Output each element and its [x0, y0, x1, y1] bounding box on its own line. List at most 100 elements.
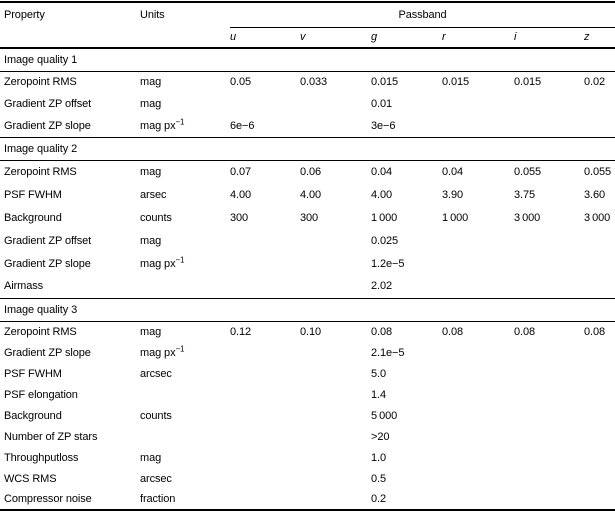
units-cell: arsec	[140, 183, 230, 206]
value-cell	[300, 93, 371, 115]
units-text: arsec	[140, 188, 167, 201]
value-cell	[442, 447, 514, 468]
value-cell	[300, 447, 371, 468]
units-text: arcsec	[140, 367, 172, 380]
units-cell	[140, 275, 230, 298]
property-cell: Compressor noise	[4, 493, 92, 505]
table-row: Background counts 5 000	[0, 405, 615, 426]
value-cell	[514, 405, 584, 426]
value-cell: 0.06	[300, 165, 322, 178]
column-header-band-u: u	[230, 27, 300, 49]
value-cell	[442, 342, 514, 363]
value-cell	[230, 363, 300, 384]
units-text: arcsec	[140, 472, 172, 485]
value-cell: 3.90	[442, 188, 464, 201]
value-cell: 1.2e−5	[371, 257, 405, 270]
value-cell	[230, 275, 300, 298]
value-cell	[442, 275, 514, 298]
header-row: Property Units Passband	[0, 2, 615, 28]
section-title: Image quality 2	[0, 136, 615, 161]
value-cell: 5.0	[371, 367, 386, 380]
value-cell	[230, 93, 300, 115]
units-text: mag px	[140, 346, 176, 359]
property-cell: Gradient ZP slope	[4, 257, 91, 270]
value-cell	[514, 489, 584, 510]
value-cell	[300, 489, 371, 510]
value-cell	[300, 405, 371, 426]
units-cell	[140, 384, 230, 405]
units-text: mag px	[140, 257, 176, 270]
value-cell	[230, 426, 300, 447]
value-cell: 0.055	[584, 165, 612, 178]
units-cell: mag px−1	[140, 252, 230, 275]
column-header-property: Property	[4, 9, 45, 21]
table-row: Gradient ZP offset mag 0.01	[0, 93, 615, 115]
value-cell: 0.2	[371, 493, 386, 505]
spacer-cell	[140, 27, 230, 49]
value-cell	[584, 447, 615, 468]
table-row: Throughputloss mag 1.0	[0, 447, 615, 468]
value-cell: 4.00	[230, 188, 252, 201]
units-cell	[140, 426, 230, 447]
value-cell	[584, 342, 615, 363]
value-cell	[230, 384, 300, 405]
property-cell: Number of ZP stars	[4, 430, 98, 443]
column-header-units: Units	[140, 9, 165, 21]
value-cell: 3e−6	[371, 119, 396, 132]
value-cell	[584, 229, 615, 252]
value-cell: 1.0	[371, 451, 386, 464]
table-row: Number of ZP stars >20	[0, 426, 615, 447]
value-cell	[514, 363, 584, 384]
property-cell: PSF elongation	[4, 388, 78, 401]
value-cell	[514, 252, 584, 275]
table-row: Gradient ZP offset mag 0.025	[0, 229, 615, 252]
value-cell	[300, 384, 371, 405]
value-cell: 0.015	[514, 76, 542, 89]
units-cell: mag	[140, 321, 230, 342]
units-cell: mag	[140, 93, 230, 115]
value-cell: 0.04	[371, 165, 393, 178]
value-cell	[300, 426, 371, 447]
value-cell	[442, 363, 514, 384]
value-cell	[584, 405, 615, 426]
value-cell	[300, 468, 371, 489]
table-row: Zeropoint RMS mag 0.12 0.10 0.08 0.08 0.08 0.08	[0, 321, 615, 342]
value-cell	[584, 252, 615, 275]
units-cell: counts	[140, 206, 230, 229]
property-cell: Gradient ZP slope	[4, 119, 91, 132]
property-cell: Background	[4, 211, 62, 224]
value-cell: 6e−6	[230, 119, 255, 132]
value-cell	[442, 489, 514, 510]
value-cell: 0.055	[514, 165, 542, 178]
units-text: fraction	[140, 493, 176, 505]
value-cell	[514, 275, 584, 298]
value-cell	[230, 489, 300, 510]
value-cell	[584, 468, 615, 489]
value-cell	[584, 275, 615, 298]
value-cell	[584, 363, 615, 384]
value-cell: 1 000	[371, 211, 398, 224]
units-cell: mag	[140, 71, 230, 93]
value-cell: 0.08	[442, 325, 464, 338]
table-row: WCS RMS arcsec 0.5	[0, 468, 615, 489]
value-cell: 1 000	[442, 211, 469, 224]
value-cell	[514, 93, 584, 115]
value-cell	[514, 384, 584, 405]
column-header-band-g: g	[371, 27, 442, 49]
property-cell: Throughputloss	[4, 451, 79, 464]
value-cell	[442, 115, 514, 137]
value-cell	[300, 252, 371, 275]
value-cell	[442, 405, 514, 426]
value-cell	[584, 115, 615, 137]
units-cell: mag	[140, 160, 230, 183]
units-text: mag	[140, 325, 162, 338]
table-body: Image quality 1 Zeropoint RMS mag 0.05 0.033…	[0, 47, 615, 510]
value-cell: 0.07	[230, 165, 252, 178]
column-header-band-r: r	[442, 27, 514, 49]
table-row: PSF FWHM arcsec 5.0	[0, 363, 615, 384]
units-superscript: −1	[175, 343, 185, 353]
column-header-band-z: z	[584, 27, 615, 49]
table-row: Zeropoint RMS mag 0.05 0.033 0.015 0.015 0.015…	[0, 71, 615, 93]
value-cell: 3.75	[514, 188, 536, 201]
